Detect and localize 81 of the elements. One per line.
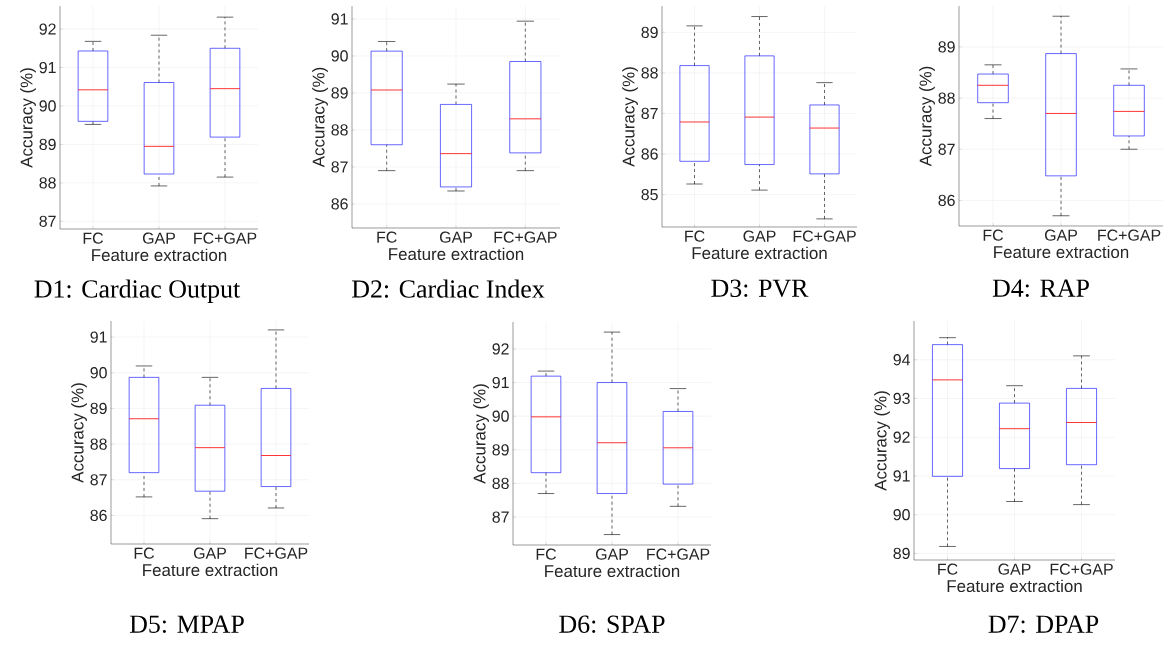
x-tick-label: FC+GAP <box>194 232 257 244</box>
y-tick-label: 92 <box>893 431 910 443</box>
x-tick-label: GAP <box>595 548 628 560</box>
x-tick-label: FC <box>134 547 155 559</box>
y-tick-label: 90 <box>90 367 107 379</box>
x-tick-label: FC <box>938 563 958 575</box>
x-tick-label: FC <box>983 229 1004 241</box>
y-tick-label: 88 <box>938 92 955 104</box>
y-tick-label: 87 <box>492 511 509 523</box>
x-axis-title: Feature extraction <box>389 247 524 261</box>
x-tick-label: GAP <box>142 232 175 244</box>
y-tick-label: 89 <box>938 41 955 53</box>
y-tick-label: 89 <box>331 87 348 99</box>
y-axis-title: Accuracy (%) <box>20 68 36 168</box>
text: D7: DPAP <box>988 615 1099 633</box>
x-tick-label: GAP <box>193 547 226 559</box>
y-tick-label: 89 <box>39 138 56 151</box>
y-tick-label: 85 <box>641 188 658 201</box>
y-tick-label: 88 <box>331 124 348 136</box>
y-tick-label: 94 <box>893 354 911 366</box>
text: D2: Cardiac Index <box>352 279 545 298</box>
y-axis-title: Accuracy (%) <box>919 66 935 167</box>
x-axis-title: Feature extraction <box>545 564 680 578</box>
y-tick-label: 86 <box>90 509 107 522</box>
x-tick-label: FC <box>377 231 397 243</box>
y-tick-label: 87 <box>641 107 658 120</box>
y-axis-title: Accuracy (%) <box>473 384 489 484</box>
y-axis-title: Accuracy (%) <box>622 67 638 167</box>
x-tick-label: FC+GAP <box>1098 229 1161 241</box>
x-axis-title: Feature extraction <box>947 579 1082 593</box>
x-axis-title: Feature extraction <box>143 563 278 577</box>
x-tick-label: FC+GAP <box>245 547 308 559</box>
y-tick-label: 91 <box>492 376 509 389</box>
y-axis-title: Accuracy (%) <box>874 391 890 491</box>
x-tick-label: GAP <box>743 230 776 242</box>
x-tick-label: FC <box>83 232 104 244</box>
x-tick-label: FC+GAP <box>494 231 557 243</box>
text: D3: PVR <box>711 279 809 298</box>
text: D5: MPAP <box>129 615 244 633</box>
y-tick-label: 91 <box>90 331 107 343</box>
y-tick-label: 87 <box>39 215 56 227</box>
y-tick-label: 89 <box>90 402 107 415</box>
y-tick-label: 91 <box>331 13 348 25</box>
x-tick-label: GAP <box>439 231 472 243</box>
x-tick-label: GAP <box>1044 229 1078 241</box>
x-tick-label: GAP <box>998 563 1031 575</box>
y-axis-title: Accuracy (%) <box>312 67 328 168</box>
y-tick-label: 89 <box>893 547 910 560</box>
y-axis-title: Accuracy (%) <box>71 383 87 483</box>
y-tick-label: 87 <box>938 143 955 155</box>
text: D4: RAP <box>992 279 1089 297</box>
y-tick-label: 89 <box>641 26 658 38</box>
y-tick-label: 91 <box>893 470 910 482</box>
y-tick-label: 88 <box>641 67 658 79</box>
y-tick-label: 87 <box>331 161 348 173</box>
y-tick-label: 93 <box>893 392 910 405</box>
y-tick-label: 89 <box>492 444 509 456</box>
y-tick-label: 90 <box>39 100 56 112</box>
y-tick-label: 86 <box>641 148 658 160</box>
text: D1: Cardiac Output <box>34 279 241 304</box>
text: D6: SPAP <box>559 615 665 634</box>
y-tick-label: 88 <box>39 177 56 189</box>
x-axis-title: Feature extraction <box>692 246 827 260</box>
y-tick-label: 90 <box>492 410 509 422</box>
x-tick-label: FC+GAP <box>647 548 710 560</box>
y-tick-label: 92 <box>492 343 509 355</box>
y-tick-label: 91 <box>39 61 56 74</box>
x-axis-title: Feature extraction <box>994 245 1129 259</box>
y-tick-label: 92 <box>39 23 56 35</box>
x-tick-label: FC+GAP <box>1050 563 1113 575</box>
y-tick-label: 90 <box>893 509 910 521</box>
x-tick-label: FC <box>536 548 557 560</box>
x-tick-label: FC+GAP <box>793 230 856 242</box>
y-tick-label: 90 <box>331 50 348 62</box>
x-tick-label: FC <box>685 230 705 242</box>
y-tick-label: 87 <box>90 474 107 486</box>
y-tick-label: 88 <box>492 477 509 490</box>
y-tick-label: 86 <box>331 198 348 210</box>
y-tick-label: 88 <box>90 438 107 450</box>
x-axis-title: Feature extraction <box>92 248 227 262</box>
y-tick-label: 86 <box>938 194 955 207</box>
